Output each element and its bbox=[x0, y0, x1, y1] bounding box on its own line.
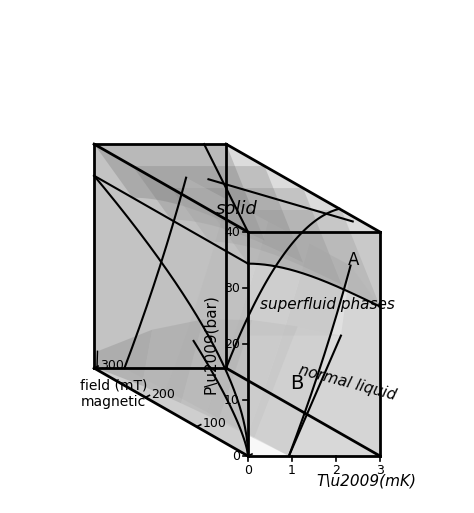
Text: T\u2009(mK): T\u2009(mK) bbox=[316, 474, 416, 489]
Polygon shape bbox=[97, 330, 152, 386]
Polygon shape bbox=[210, 210, 380, 306]
Text: 40: 40 bbox=[224, 226, 240, 239]
Text: normal liquid: normal liquid bbox=[297, 363, 398, 403]
Polygon shape bbox=[125, 177, 227, 390]
Polygon shape bbox=[248, 244, 351, 456]
Polygon shape bbox=[248, 336, 341, 456]
Polygon shape bbox=[142, 319, 203, 403]
Polygon shape bbox=[94, 144, 226, 368]
Polygon shape bbox=[94, 368, 380, 456]
Polygon shape bbox=[94, 144, 380, 232]
Polygon shape bbox=[165, 200, 268, 412]
Text: field (mT): field (mT) bbox=[80, 379, 147, 392]
Text: B: B bbox=[290, 373, 303, 392]
Polygon shape bbox=[248, 232, 380, 456]
Polygon shape bbox=[219, 320, 298, 439]
Text: 1: 1 bbox=[288, 464, 296, 477]
Text: superfluid phases: superfluid phases bbox=[260, 298, 395, 312]
Text: 10: 10 bbox=[224, 393, 240, 406]
Text: 3: 3 bbox=[376, 464, 384, 477]
Polygon shape bbox=[289, 266, 380, 456]
Text: 30: 30 bbox=[224, 282, 240, 294]
Polygon shape bbox=[226, 144, 380, 456]
Text: 0: 0 bbox=[244, 464, 252, 477]
Text: 20: 20 bbox=[224, 338, 240, 350]
Text: 300: 300 bbox=[100, 359, 124, 371]
Polygon shape bbox=[133, 166, 303, 263]
Text: A: A bbox=[348, 251, 359, 269]
Text: 2: 2 bbox=[332, 464, 340, 477]
Polygon shape bbox=[254, 326, 341, 456]
Polygon shape bbox=[289, 266, 351, 456]
Polygon shape bbox=[94, 144, 264, 241]
Polygon shape bbox=[94, 144, 248, 456]
Text: magnetic: magnetic bbox=[81, 396, 146, 409]
Text: solid: solid bbox=[216, 200, 258, 218]
Text: 100: 100 bbox=[203, 417, 227, 430]
Polygon shape bbox=[181, 319, 252, 421]
Polygon shape bbox=[207, 222, 310, 434]
Polygon shape bbox=[248, 232, 380, 306]
Text: 200: 200 bbox=[151, 388, 175, 401]
Text: P\u2009(bar): P\u2009(bar) bbox=[203, 294, 218, 394]
Text: 0: 0 bbox=[232, 449, 240, 463]
Polygon shape bbox=[171, 188, 342, 285]
